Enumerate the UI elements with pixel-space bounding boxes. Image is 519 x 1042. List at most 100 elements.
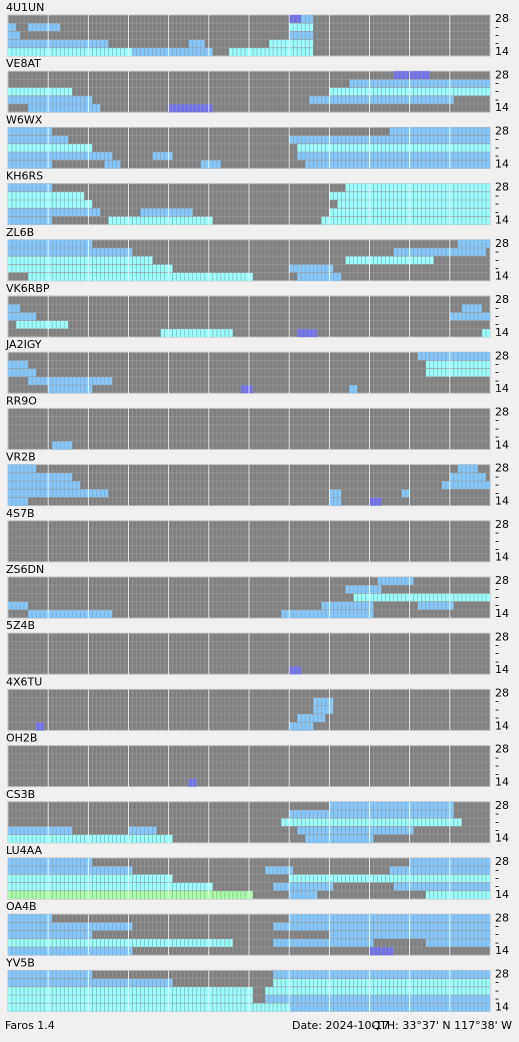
signal-cells	[377, 577, 414, 586]
band-label: 14	[495, 495, 509, 508]
band-label: -	[495, 189, 499, 202]
callsign: ZS6DN	[6, 563, 44, 576]
band-label: -	[495, 863, 499, 876]
signal-cells	[8, 304, 21, 313]
hour-lines	[47, 464, 451, 506]
signal-cells	[265, 866, 294, 875]
signal-cells	[48, 385, 93, 394]
signal-cells	[240, 385, 254, 394]
signal-cells	[305, 834, 374, 843]
signal-cells	[8, 497, 29, 506]
signal-cells	[8, 874, 173, 883]
hour-lines	[47, 352, 451, 394]
band-label: -	[495, 85, 499, 98]
band-label: -	[495, 205, 499, 218]
band-label: -	[495, 310, 499, 323]
band-label: 28	[495, 855, 509, 868]
signal-cells	[345, 585, 382, 594]
signal-cells	[8, 312, 37, 321]
signal-cells	[269, 39, 314, 48]
band-label: 14	[495, 607, 509, 620]
hour-lines	[47, 970, 451, 1012]
band-label: 14	[495, 776, 509, 789]
band-label: 14	[495, 888, 509, 901]
band-label: -	[495, 880, 499, 893]
hour-lines	[47, 127, 451, 169]
band-label: 28	[495, 12, 509, 25]
signal-cells	[8, 1003, 294, 1012]
band-label: -	[495, 245, 499, 258]
callsign: LU4AA	[6, 844, 42, 857]
signal-cells	[8, 858, 93, 867]
app-version: Faros 1.4	[5, 1019, 55, 1032]
band-label: 14	[495, 663, 509, 676]
band-label: -	[495, 37, 499, 50]
signal-cells	[297, 714, 326, 723]
hour-lines	[47, 914, 451, 956]
band-label: 14	[495, 438, 509, 451]
band-label: -	[495, 599, 499, 612]
hour-lines	[47, 577, 451, 618]
signal-cells	[28, 376, 113, 385]
band-label: 14	[495, 1000, 509, 1013]
band-label: -	[495, 526, 499, 539]
signal-cells	[449, 472, 486, 481]
band-label: -	[495, 992, 499, 1005]
band-label: 28	[495, 68, 509, 81]
callsign: KH6RS	[6, 170, 43, 183]
signal-cells	[8, 127, 53, 136]
grid-lines	[8, 577, 490, 618]
hour-lines	[47, 689, 451, 731]
hour-lines	[47, 745, 451, 787]
band-label: -	[495, 93, 499, 106]
band-label: 14	[495, 101, 509, 114]
band-label: 14	[495, 214, 509, 227]
band-label: -	[495, 936, 499, 949]
grid-lines	[8, 858, 490, 899]
band-label: 14	[495, 719, 509, 732]
hour-lines	[47, 239, 451, 281]
signal-cells	[8, 31, 21, 40]
band-label: -	[495, 711, 499, 724]
grid-lines	[8, 71, 490, 113]
signal-cells	[313, 697, 334, 706]
signal-cells	[389, 127, 490, 136]
signal-cells	[8, 978, 173, 987]
signal-cells	[8, 489, 109, 498]
band-label: -	[495, 141, 499, 154]
signal-cells	[8, 601, 29, 610]
signal-cells	[228, 47, 314, 56]
band-label: -	[495, 815, 499, 828]
band-label: -	[495, 486, 499, 499]
grid-lines	[8, 15, 490, 56]
signal-cells	[457, 464, 478, 473]
signal-cells	[393, 248, 486, 257]
signal-cells	[168, 104, 213, 113]
signal-cells	[8, 882, 213, 891]
band-label: -	[495, 984, 499, 997]
callsign: 4U1UN	[6, 1, 44, 14]
signal-cells	[417, 601, 454, 610]
signal-cells	[289, 15, 302, 24]
qth: QTH: 33°37' N 117°38' W	[372, 1019, 513, 1032]
signal-cells	[301, 15, 314, 24]
band-label: -	[495, 470, 499, 483]
signal-cells	[393, 71, 430, 80]
signal-cells	[8, 914, 53, 923]
signal-cells	[8, 200, 93, 209]
signal-cells	[8, 248, 133, 257]
signal-cells	[329, 489, 342, 498]
signal-cells	[273, 938, 374, 947]
band-label: -	[495, 872, 499, 885]
band-label: 28	[495, 799, 509, 812]
band-label: 28	[495, 574, 509, 587]
band-label: 28	[495, 630, 509, 643]
band-label: 28	[495, 911, 509, 924]
hour-lines	[47, 15, 451, 56]
grid-lines	[8, 296, 490, 337]
grid-lines	[8, 689, 490, 731]
callsign: 5Z4B	[6, 619, 35, 632]
band-label: 28	[495, 349, 509, 362]
band-label: -	[495, 366, 499, 379]
signal-cells	[321, 601, 374, 610]
